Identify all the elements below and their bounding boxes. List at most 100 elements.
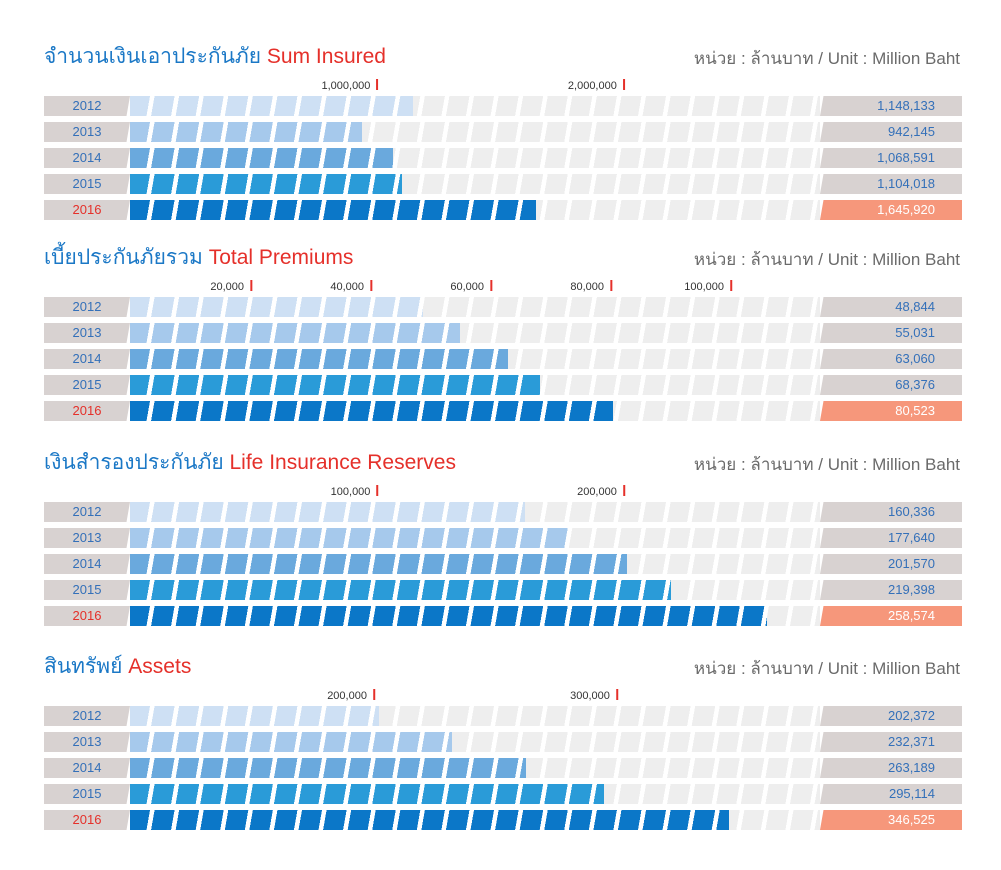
value-label: 55,031	[820, 323, 962, 343]
bar-row: 2016 346,525	[44, 810, 962, 830]
chart-title: เงินสำรองประกันภัย Life Insurance Reserv…	[44, 450, 456, 476]
value-label: 201,570	[820, 554, 962, 574]
bar-row: 2015 1,104,018	[44, 174, 962, 194]
bar-row: 2015 68,376	[44, 375, 962, 395]
value-label: 80,523	[820, 401, 962, 421]
bar-2015	[130, 174, 403, 194]
bar-2015	[130, 375, 541, 395]
x-axis-ticks: 100,000 200,000	[44, 484, 962, 500]
x-tick: 60,000	[450, 279, 492, 295]
bar-track	[130, 580, 820, 600]
value-label: 942,145	[820, 122, 962, 142]
chart-title-thai: เบี้ยประกันภัยรวม	[44, 246, 203, 269]
bar-row: 2015 295,114	[44, 784, 962, 804]
year-label: 2013	[44, 323, 130, 343]
bar-rows: 2012 202,372 2013 232,371 2014 263,189 2015 295…	[44, 706, 962, 830]
year-label: 2012	[44, 96, 130, 116]
year-label: 2014	[44, 148, 130, 168]
x-tick-label: 40,000	[330, 281, 364, 293]
bar-2012	[130, 297, 424, 317]
bar-track	[130, 200, 820, 220]
year-label: 2013	[44, 732, 130, 752]
value-label: 48,844	[820, 297, 962, 317]
bar-2016	[130, 606, 768, 626]
bar-row: 2016 80,523	[44, 401, 962, 421]
bar-track	[130, 606, 820, 626]
x-tick-mark	[622, 485, 625, 496]
x-tick-mark	[250, 280, 252, 291]
x-tick: 2,000,000	[568, 78, 625, 94]
year-label: 2016	[44, 606, 130, 626]
bar-track	[130, 148, 820, 168]
bar-row: 2015 219,398	[44, 580, 962, 600]
value-label: 63,060	[820, 349, 962, 369]
value-label: 202,372	[820, 706, 962, 726]
chart-title: สินทรัพย์ Assets	[44, 654, 191, 680]
bar-track	[130, 349, 820, 369]
bar-track	[130, 401, 820, 421]
x-tick-label: 200,000	[577, 486, 617, 498]
bar-row: 2014 1,068,591	[44, 148, 962, 168]
bar-2016	[130, 810, 729, 830]
bar-track	[130, 758, 820, 778]
bar-2013	[130, 323, 461, 343]
x-tick-label: 80,000	[570, 281, 604, 293]
x-tick-mark	[370, 280, 372, 291]
year-label: 2012	[44, 502, 130, 522]
year-label: 2015	[44, 784, 130, 804]
bar-row: 2012 1,148,133	[44, 96, 962, 116]
bar-2015	[130, 580, 671, 600]
chart-title-english: Total Premiums	[208, 246, 354, 269]
value-label: 295,114	[820, 784, 962, 804]
x-tick-mark	[610, 280, 612, 291]
chart-total-premiums: เบี้ยประกันภัยรวม Total Premiums หน่วย :…	[44, 245, 962, 421]
year-label: 2012	[44, 706, 130, 726]
value-label: 263,189	[820, 758, 962, 778]
bar-2014	[130, 349, 509, 369]
x-tick-mark	[490, 280, 492, 291]
bar-rows: 2012 48,844 2013 55,031 2014 63,060 2015 68,376…	[44, 297, 962, 421]
x-tick-mark	[615, 689, 618, 700]
x-tick-label: 100,000	[330, 486, 371, 498]
x-tick-mark	[376, 79, 379, 90]
bar-row: 2014 263,189	[44, 758, 962, 778]
x-tick-mark	[376, 485, 379, 496]
chart-title: จำนวนเงินเอาประกันภัย Sum Insured	[44, 44, 386, 70]
x-tick: 1,000,000	[321, 78, 379, 94]
bar-row: 2012 48,844	[44, 297, 962, 317]
bar-track	[130, 96, 820, 116]
chart-title-thai: เงินสำรองประกันภัย	[44, 451, 224, 474]
chart-title-english: Assets	[128, 655, 192, 678]
unit-label: หน่วย : ล้านบาท / Unit : Million Baht	[693, 659, 960, 678]
bar-2012	[130, 502, 526, 522]
x-tick: 100,000	[331, 484, 379, 500]
year-label: 2015	[44, 375, 130, 395]
bar-track	[130, 297, 820, 317]
bar-row: 2013 177,640	[44, 528, 962, 548]
bar-2014	[130, 554, 627, 574]
bar-2015	[130, 784, 605, 804]
bar-2014	[130, 148, 394, 168]
bar-track	[130, 502, 820, 522]
x-tick-mark	[372, 689, 375, 700]
bar-row: 2012 202,372	[44, 706, 962, 726]
bar-row: 2016 1,645,920	[44, 200, 962, 220]
bar-row: 2014 201,570	[44, 554, 962, 574]
unit-label: หน่วย : ล้านบาท / Unit : Million Baht	[693, 250, 960, 269]
year-label: 2014	[44, 349, 130, 369]
chart-title: เบี้ยประกันภัยรวม Total Premiums	[44, 245, 353, 271]
bar-track	[130, 375, 820, 395]
year-label: 2016	[44, 200, 130, 220]
bar-row: 2016 258,574	[44, 606, 962, 626]
value-label: 177,640	[820, 528, 962, 548]
year-label: 2015	[44, 174, 130, 194]
value-label: 232,371	[820, 732, 962, 752]
value-label: 346,525	[820, 810, 962, 830]
x-tick: 20,000	[210, 279, 252, 295]
bar-track	[130, 732, 820, 752]
bar-2013	[130, 732, 452, 752]
bar-row: 2013 942,145	[44, 122, 962, 142]
x-axis-ticks: 20,000 40,000 60,000 80,000 100,000	[44, 279, 962, 295]
year-label: 2013	[44, 122, 130, 142]
x-tick-label: 1,000,000	[321, 80, 371, 92]
